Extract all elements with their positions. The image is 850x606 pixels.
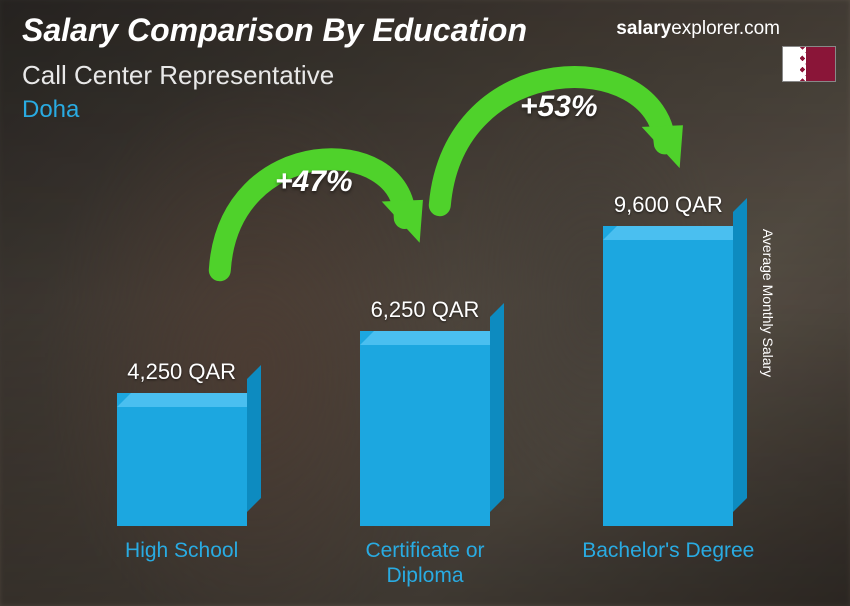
qatar-flag-icon bbox=[782, 46, 836, 82]
bar bbox=[360, 331, 490, 526]
bar-group: 4,250 QAR bbox=[82, 359, 282, 526]
brand-normal: explorer.com bbox=[671, 18, 780, 39]
bar-group: 6,250 QAR bbox=[325, 297, 525, 526]
bar-value-label: 6,250 QAR bbox=[371, 297, 480, 323]
chart-subtitle: Call Center Representative bbox=[22, 60, 334, 91]
chart-title: Salary Comparison By Education bbox=[22, 12, 527, 49]
bar-value-label: 4,250 QAR bbox=[127, 359, 236, 385]
percent-increase-label: +53% bbox=[520, 90, 598, 124]
percent-increase-label: +47% bbox=[275, 165, 353, 199]
bar-value-label: 9,600 QAR bbox=[614, 192, 723, 218]
chart-location: Doha bbox=[22, 96, 79, 124]
bar-group: 9,600 QAR bbox=[568, 192, 768, 526]
bar bbox=[117, 393, 247, 526]
x-axis-label: Bachelor's Degree bbox=[568, 538, 768, 588]
chart-container: Salary Comparison By Education Call Cent… bbox=[0, 0, 850, 606]
bar-chart: 4,250 QAR 6,250 QAR 9,600 QAR bbox=[60, 146, 790, 526]
x-axis: High School Certificate or Diploma Bachelo… bbox=[60, 538, 790, 588]
x-axis-label: Certificate or Diploma bbox=[325, 538, 525, 588]
bar bbox=[603, 226, 733, 526]
brand-bold: salary bbox=[616, 18, 671, 39]
x-axis-label: High School bbox=[82, 538, 282, 588]
brand-watermark: salaryexplorer.com bbox=[616, 18, 780, 40]
